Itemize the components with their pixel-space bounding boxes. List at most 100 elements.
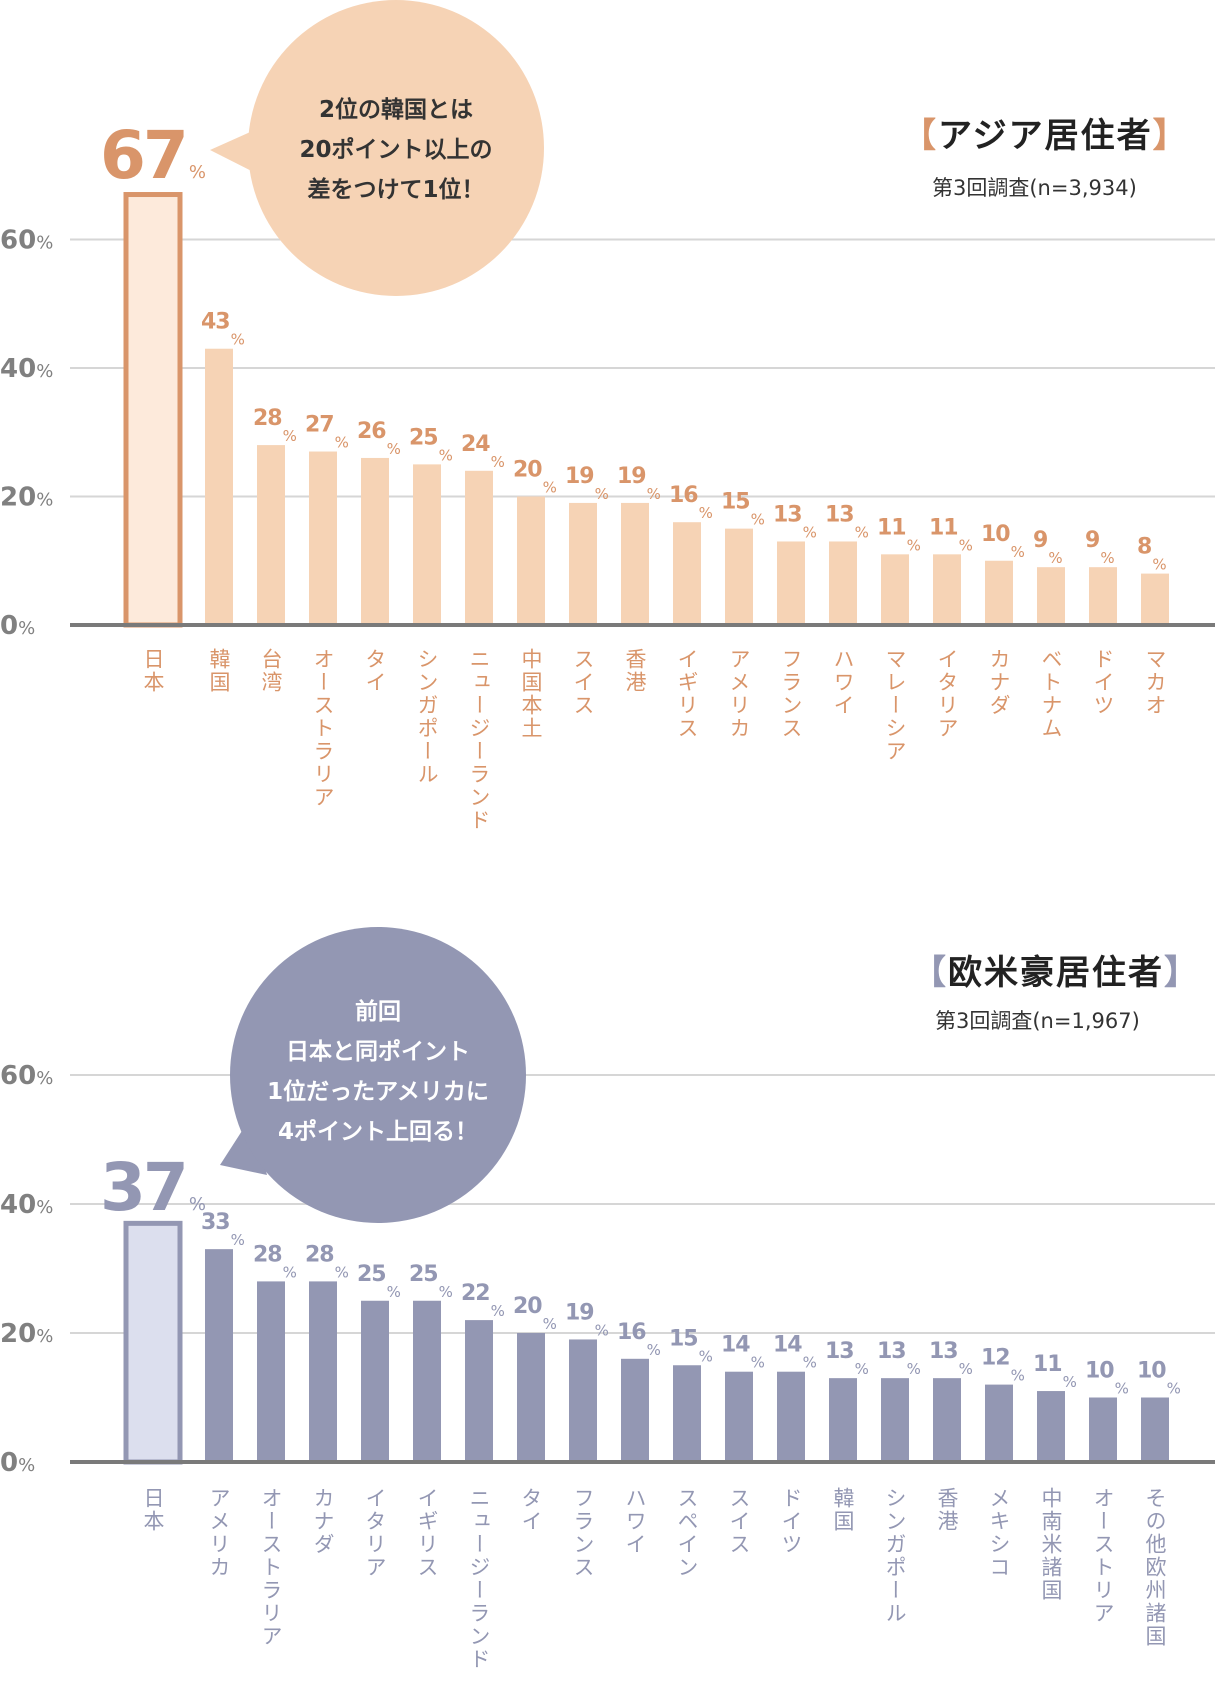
bracket-left: 【 [902,116,938,156]
category-label: 中南米諸国 [1039,1487,1063,1602]
value-unit: % [335,434,349,452]
value-unit: % [855,1360,869,1378]
bar [881,1378,909,1462]
y-tick-label: 40% [0,354,53,384]
category-label: メキシコ [987,1487,1011,1579]
bar [1141,573,1169,625]
callout-text-line: 1位だったアメリカに [267,1079,489,1105]
value-label: 22 [461,1281,490,1306]
value-label: 13 [929,1339,958,1364]
category-label: オーストリア [1091,1487,1115,1625]
bar [517,496,545,625]
value-unit: % [387,440,401,458]
value-label: 9 [1033,528,1047,553]
category-label: 台湾 [259,648,283,694]
chart-title: 【アジア居住者】 [902,108,1189,157]
bracket-right: 】 [1164,953,1200,993]
value-label: 15 [721,490,750,515]
bar [829,541,857,625]
chart-title-text: アジア居住者 [938,116,1153,156]
value-label: 10 [1137,1359,1166,1384]
chart-subtitle: 第3回調査(n=3,934) [932,176,1137,200]
callout-text-line: 差をつけて1位！ [307,177,485,203]
value-label: 19 [565,464,594,489]
value-unit: % [1011,1367,1025,1385]
value-unit: % [491,1302,505,1320]
bar [257,1281,285,1462]
category-label: ニュージーランド [467,1487,491,1671]
bar [777,1371,805,1462]
category-label: ハワイ [623,1487,647,1556]
y-tick-label: 20% [0,1319,53,1349]
value-unit: % [803,523,817,541]
bar [569,502,597,625]
value-unit: % [439,446,453,464]
value-label: 28 [253,406,282,431]
y-tick-label: 0% [0,1448,35,1478]
value-unit: % [439,1283,453,1301]
highlight-value-unit: % [189,1194,206,1215]
y-tick-unit: % [18,1455,35,1476]
y-tick-label: 20% [0,483,53,513]
y-tick-unit: % [36,233,53,254]
value-unit: % [387,1283,401,1301]
value-unit: % [907,536,921,554]
value-unit: % [595,1321,609,1339]
bar [413,464,441,625]
value-label: 25 [357,1262,386,1287]
category-label: イギリス [415,1487,439,1579]
bar [1141,1397,1169,1462]
callout-text-line: 20ポイント以上の [299,137,493,163]
value-label: 16 [669,483,698,508]
value-unit: % [959,1360,973,1378]
bar [933,554,961,625]
bar [1037,1391,1065,1462]
category-label: 日本 [141,648,165,694]
value-label: 11 [929,515,958,540]
bar [777,541,805,625]
category-label: ドイツ [1091,648,1115,717]
callout-bubble [248,0,544,296]
category-label: ドイツ [779,1487,803,1556]
value-unit: % [1063,1373,1077,1391]
bar-highlight [123,1220,183,1465]
category-label: イタリア [363,1487,387,1579]
bar [361,457,389,625]
y-tick-unit: % [36,1326,53,1347]
bar [205,348,233,625]
bar [985,560,1013,625]
bar [257,445,285,625]
category-label: スイス [727,1487,751,1556]
value-unit: % [283,427,297,445]
value-unit: % [231,1231,245,1249]
value-label: 28 [253,1242,282,1267]
bar [1089,567,1117,625]
y-tick-unit: % [36,1068,53,1089]
value-unit: % [543,1315,557,1333]
y-tick-unit: % [36,1197,53,1218]
value-unit: % [283,1263,297,1281]
value-unit: % [907,1360,921,1378]
bar [465,470,493,625]
value-unit: % [1115,1380,1129,1398]
value-label: 14 [773,1333,802,1358]
value-label: 19 [565,1300,594,1325]
bar [621,1358,649,1462]
category-label: オーストラリア [311,648,335,809]
category-label: 香港 [935,1487,959,1533]
category-label: 韓国 [831,1487,855,1533]
value-label: 33 [201,1210,230,1235]
bar [621,502,649,625]
bar [725,528,753,625]
value-unit: % [1167,1380,1181,1398]
bracket-left: 【 [912,953,948,993]
value-unit: % [959,536,973,554]
y-tick-unit: % [36,490,53,511]
bar [361,1300,389,1462]
bar [1089,1397,1117,1462]
bar [465,1320,493,1462]
chart-asia: 0%20%40%60%67 %43%28% 27% 26% 25% 24% 20% 19%19… [0,0,1215,641]
category-label: スペイン [675,1487,699,1579]
value-unit: % [231,331,245,349]
